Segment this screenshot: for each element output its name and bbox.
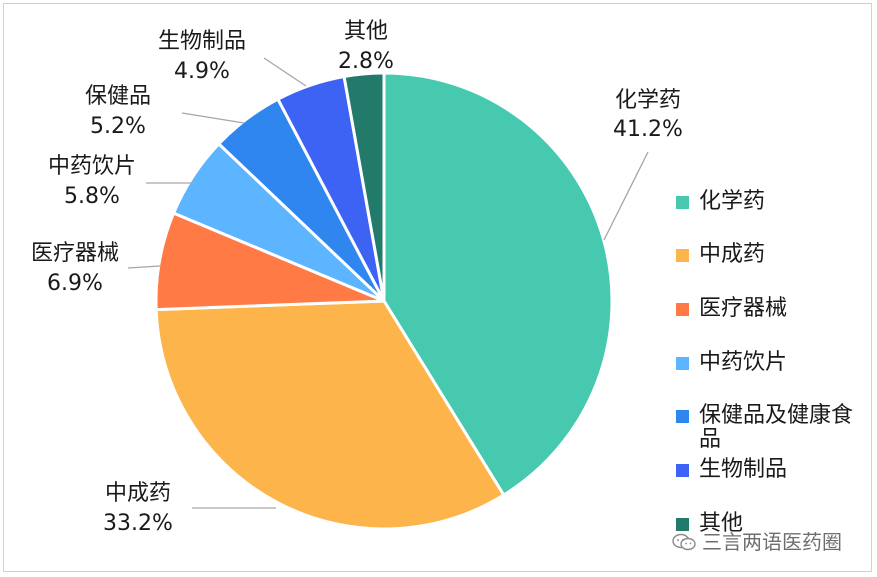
- legend-label: 医疗器械: [699, 296, 788, 321]
- slice-value-label: 5.8%: [64, 184, 120, 209]
- legend-item: 中成药: [676, 243, 866, 267]
- slice-value-label: 4.9%: [174, 59, 230, 84]
- pie-slice: [342, 71, 386, 302]
- slice-category-label: 化学药: [615, 88, 681, 113]
- slice-category-label: 医疗器械: [31, 241, 119, 266]
- slice-category-label: 保健品: [85, 84, 151, 109]
- leader-line: [263, 57, 307, 87]
- pie-slice: [154, 299, 506, 531]
- slice-value-label: 41.2%: [613, 117, 683, 142]
- slice-value-label: 33.2%: [103, 511, 173, 536]
- legend-item: 化学药: [676, 190, 866, 214]
- legend-label: 生物制品: [699, 457, 788, 482]
- slice-value-label: 5.2%: [90, 114, 146, 139]
- legend-label: 化学药: [699, 189, 766, 214]
- watermark-text: 三言两语医药圈: [702, 530, 842, 554]
- legend-swatch: [676, 249, 689, 262]
- wechat-icon: [672, 532, 696, 550]
- legend-label: 保健品及健康食品: [699, 403, 854, 452]
- legend-label: 其他: [699, 511, 744, 536]
- leader-line: [603, 151, 649, 241]
- legend-swatch: [676, 464, 689, 477]
- legend-item: 中药饮片: [676, 351, 866, 375]
- slice-value-label: 2.8%: [338, 49, 394, 74]
- legend-item: 其他: [676, 512, 866, 536]
- legend-label: 中成药: [699, 242, 766, 267]
- legend-swatch: [676, 303, 689, 316]
- legend-item: 生物制品: [676, 458, 866, 482]
- legend-label: 中药饮片: [699, 350, 788, 375]
- legend-item: 医疗器械: [676, 297, 866, 321]
- slice-category-label: 中成药: [105, 481, 171, 506]
- slice-category-label: 中药饮片: [48, 154, 136, 179]
- leader-line: [181, 112, 245, 124]
- legend-item: 保健品及健康食品: [676, 404, 866, 452]
- legend-swatch: [676, 196, 689, 209]
- slice-category-label: 其他: [344, 19, 388, 44]
- legend-swatch: [676, 410, 689, 423]
- slice-category-label: 生物制品: [158, 29, 246, 54]
- pie-slice: [382, 71, 614, 498]
- watermark: 三言两语医药圈: [672, 526, 842, 555]
- leader-line: [127, 265, 161, 269]
- legend-swatch: [676, 357, 689, 370]
- legend-swatch: [676, 518, 689, 531]
- slice-value-label: 6.9%: [47, 271, 103, 296]
